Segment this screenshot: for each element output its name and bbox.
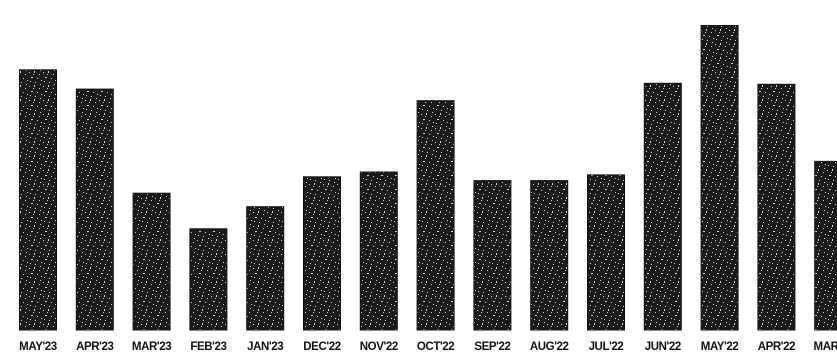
x-tick-label: NOV'22 xyxy=(360,341,398,353)
bar-feb23 xyxy=(189,228,228,331)
x-tick-label: APR'23 xyxy=(76,341,113,353)
x-tick-label: JUL'22 xyxy=(589,341,624,353)
x-tick-label: JAN'23 xyxy=(247,341,283,353)
x-tick-label: MAY'23 xyxy=(19,341,57,353)
bar-may22 xyxy=(700,25,739,331)
bar-nov22 xyxy=(359,171,398,331)
bar-oct22 xyxy=(416,100,455,331)
x-tick-label: APR'22 xyxy=(758,341,795,353)
bar-may23 xyxy=(19,69,57,331)
bar-apr23 xyxy=(75,88,114,331)
bar-dec22 xyxy=(303,176,341,331)
x-tick-label: DEC'22 xyxy=(303,341,340,353)
bar-mar23 xyxy=(132,192,171,331)
x-tick-label: JUN'22 xyxy=(645,341,681,353)
bar-jul22 xyxy=(587,174,625,331)
x-tick-label: SEP'22 xyxy=(474,341,510,353)
x-tick-label: MAR'22 xyxy=(814,341,837,353)
x-tick-label: OCT'22 xyxy=(417,341,454,353)
x-tick-label: FEB'23 xyxy=(190,341,226,353)
bar-aug22 xyxy=(530,180,569,331)
bars-group xyxy=(19,25,837,331)
bar-apr22 xyxy=(757,83,796,331)
bar-jun22 xyxy=(643,82,682,331)
category-labels-group: MAY'23 APR'23 MAR'23 FEB'23 JAN'23 DEC'22 NOV'… xyxy=(19,341,837,353)
x-tick-label: AUG'22 xyxy=(530,341,569,353)
x-tick-label: MAY'22 xyxy=(701,341,739,353)
bar-mar22 xyxy=(814,160,837,331)
x-tick-label: MAR'23 xyxy=(132,341,171,353)
bar-sep22 xyxy=(473,180,512,331)
bar-jan23 xyxy=(246,206,285,331)
